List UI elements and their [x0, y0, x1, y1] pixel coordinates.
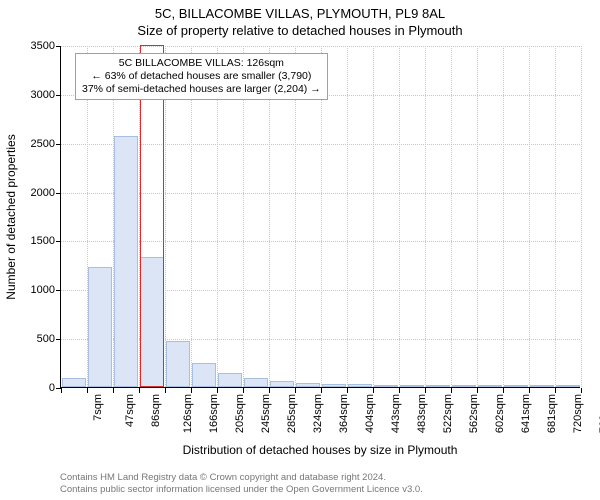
xtick-mark — [373, 388, 374, 393]
info-line-2: ← 63% of detached houses are smaller (3,… — [82, 70, 321, 83]
xtick-mark — [451, 388, 452, 393]
xtick-label: 166sqm — [208, 394, 220, 433]
ytick-label: 1000 — [13, 284, 55, 296]
gridline-v — [425, 46, 426, 387]
chart: 05001000150020002500300035007sqm47sqm86s… — [60, 46, 580, 418]
gridline-v — [477, 46, 478, 387]
gridline-v — [373, 46, 374, 387]
bar — [166, 341, 191, 387]
ytick-mark — [56, 241, 61, 242]
xtick-label: 245sqm — [260, 394, 272, 433]
bar — [244, 378, 269, 387]
ytick-label: 3000 — [13, 89, 55, 101]
bar — [426, 385, 451, 387]
xtick-mark — [425, 388, 426, 393]
ytick-mark — [56, 290, 61, 291]
xtick-mark — [61, 388, 62, 393]
ytick-label: 3500 — [13, 40, 55, 52]
ytick-mark — [56, 95, 61, 96]
xtick-mark — [243, 388, 244, 393]
ytick-label: 500 — [13, 333, 55, 345]
ytick-mark — [56, 46, 61, 47]
bar — [114, 136, 139, 387]
xtick-mark — [321, 388, 322, 393]
bar — [556, 385, 581, 387]
gridline-v — [399, 46, 400, 387]
gridline-v — [347, 46, 348, 387]
xtick-label: 720sqm — [572, 394, 584, 433]
xtick-mark — [503, 388, 504, 393]
info-line-1: 5C BILLACOMBE VILLAS: 126sqm — [82, 57, 321, 70]
xtick-mark — [347, 388, 348, 393]
xtick-mark — [295, 388, 296, 393]
gridline-v — [555, 46, 556, 387]
ytick-label: 1500 — [13, 235, 55, 247]
gridline-v — [529, 46, 530, 387]
xtick-mark — [113, 388, 114, 393]
xtick-mark — [269, 388, 270, 393]
bar — [192, 363, 217, 387]
bar — [504, 385, 529, 387]
xtick-mark — [581, 388, 582, 393]
info-line-3: 37% of semi-detached houses are larger (… — [82, 83, 321, 96]
bar — [374, 385, 399, 387]
page-title: 5C, BILLACOMBE VILLAS, PLYMOUTH, PL9 8AL — [0, 6, 600, 21]
xtick-label: 522sqm — [442, 394, 454, 433]
xtick-label: 443sqm — [390, 394, 402, 433]
license-text: Contains HM Land Registry data © Crown c… — [60, 472, 580, 496]
xtick-label: 681sqm — [546, 394, 558, 433]
bar — [452, 385, 477, 387]
gridline-v — [451, 46, 452, 387]
ytick-label: 0 — [13, 382, 55, 394]
ytick-label: 2000 — [13, 187, 55, 199]
x-axis-title: Distribution of detached houses by size … — [60, 443, 580, 457]
xtick-label: 7sqm — [92, 394, 104, 421]
xtick-label: 562sqm — [468, 394, 480, 433]
page-subtitle: Size of property relative to detached ho… — [0, 23, 600, 38]
xtick-label: 86sqm — [150, 394, 162, 427]
license-line-1: Contains HM Land Registry data © Crown c… — [60, 472, 580, 484]
ytick-label: 2500 — [13, 138, 55, 150]
xtick-label: 404sqm — [364, 394, 376, 433]
gridline-v — [581, 46, 582, 387]
xtick-label: 602sqm — [494, 394, 506, 433]
xtick-label: 205sqm — [234, 394, 246, 433]
bar — [478, 385, 503, 387]
bar — [530, 385, 555, 387]
xtick-mark — [555, 388, 556, 393]
gridline-v — [503, 46, 504, 387]
bar — [270, 381, 295, 387]
xtick-mark — [217, 388, 218, 393]
bar — [88, 267, 113, 387]
ytick-mark — [56, 193, 61, 194]
bar — [296, 383, 321, 387]
xtick-mark — [87, 388, 88, 393]
license-line-2: Contains public sector information licen… — [60, 484, 580, 496]
bar — [218, 373, 243, 387]
xtick-mark — [399, 388, 400, 393]
xtick-label: 47sqm — [124, 394, 136, 427]
xtick-label: 641sqm — [520, 394, 532, 433]
xtick-mark — [477, 388, 478, 393]
bar — [400, 385, 425, 387]
xtick-mark — [139, 388, 140, 393]
info-box: 5C BILLACOMBE VILLAS: 126sqm ← 63% of de… — [75, 53, 328, 100]
bar — [62, 378, 87, 387]
ytick-mark — [56, 144, 61, 145]
xtick-mark — [191, 388, 192, 393]
ytick-mark — [56, 339, 61, 340]
xtick-label: 285sqm — [286, 394, 298, 433]
xtick-label: 324sqm — [312, 394, 324, 433]
xtick-label: 126sqm — [182, 394, 194, 433]
bar — [322, 384, 347, 387]
xtick-mark — [165, 388, 166, 393]
bar — [140, 257, 165, 387]
xtick-label: 364sqm — [338, 394, 350, 433]
xtick-label: 483sqm — [416, 394, 428, 433]
bar — [348, 384, 373, 387]
xtick-mark — [529, 388, 530, 393]
